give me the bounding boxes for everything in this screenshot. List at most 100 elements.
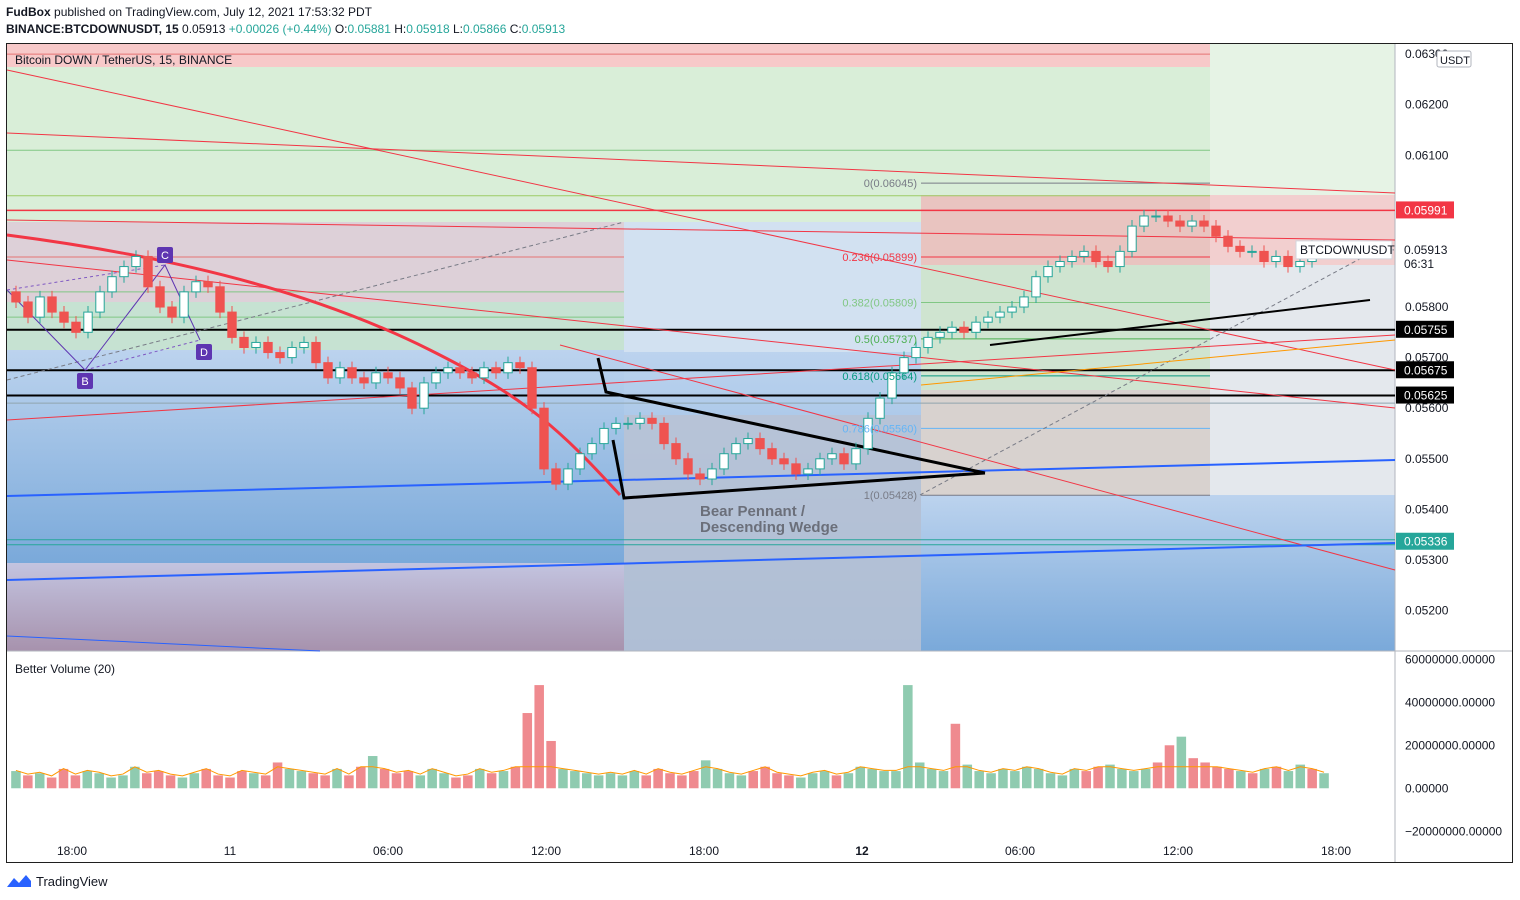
price-tick-label: 0.05500: [1405, 452, 1449, 466]
volume-bar: [879, 771, 889, 789]
high-value: 0.05918: [406, 22, 450, 36]
volume-bar: [807, 773, 818, 789]
candle-body: [251, 341, 261, 349]
volume-bar: [938, 771, 949, 789]
support-line: [6, 542, 1396, 581]
volume-bar: [1259, 768, 1270, 789]
volume-bar: [974, 771, 984, 789]
volume-bar: [843, 773, 854, 789]
candle-body: [203, 281, 213, 288]
candle-body: [299, 341, 309, 349]
candle-body: [119, 266, 129, 278]
pattern-annotation: Bear Pennant /: [700, 503, 806, 520]
price-tick-label: 0.05700: [1405, 351, 1449, 365]
candle-body: [575, 453, 585, 470]
harmonic-point-label: D: [200, 347, 208, 359]
zone-purple-left: [7, 563, 624, 651]
volume-bar: [629, 771, 640, 789]
price-axis[interactable]: 0.063000.062000.061000.060000.059000.058…: [1396, 47, 1472, 618]
time-tick-label: 18:00: [1321, 844, 1351, 858]
candle-body: [515, 362, 525, 369]
candle-body: [371, 372, 381, 384]
candle-body: [323, 362, 333, 379]
volume-bar: [284, 768, 295, 789]
candle-body: [1079, 250, 1089, 257]
candle-body: [347, 367, 357, 379]
candle-body: [551, 468, 561, 485]
price-label: 06:31: [1404, 257, 1434, 271]
candle-body: [539, 407, 549, 470]
currency-box: [1436, 50, 1472, 68]
volume-bar: [712, 768, 723, 789]
candle-body: [11, 291, 21, 303]
harmonic-point-label: C: [161, 250, 169, 262]
candle-body: [1067, 255, 1077, 263]
chart-frame: [6, 43, 1513, 863]
grid-lines: [7, 44, 1512, 862]
publisher-name[interactable]: FudBox: [6, 5, 51, 19]
candle-body: [767, 448, 777, 460]
tradingview-brand[interactable]: TradingView: [6, 873, 108, 889]
volume-bar: [677, 775, 687, 789]
candle-body: [995, 311, 1005, 318]
candle-body: [383, 372, 393, 379]
volume-bar: [1200, 762, 1210, 789]
volume-bar: [819, 771, 830, 789]
symbol-tag-box: [1295, 240, 1393, 260]
candle-body: [455, 367, 465, 374]
candle-body: [107, 276, 117, 293]
volume-bar: [1045, 773, 1056, 789]
candle-body: [1127, 225, 1137, 252]
candle-body: [791, 463, 801, 475]
candle-body: [935, 331, 945, 338]
price-change: +0.00026 (+0.44%): [228, 22, 332, 36]
volume-title: Better Volume (20): [15, 662, 115, 676]
candle-body: [563, 468, 573, 485]
time-axis[interactable]: 18:00 11 06:00 12:00 18:00 12 06:00 12:00 18:00: [57, 844, 1351, 858]
volume-bar: [427, 768, 437, 789]
candle-body: [35, 296, 45, 318]
candle-body: [431, 372, 441, 384]
candle-body: [719, 453, 729, 470]
candle-body: [755, 438, 765, 450]
price-label-box: [1396, 201, 1454, 219]
open-label: O:: [334, 22, 348, 36]
low-value: 0.05866: [463, 22, 507, 36]
candle-body: [611, 422, 621, 429]
volume-bar: [177, 777, 188, 789]
price-label-box: [1396, 255, 1454, 273]
volume-bar: [272, 762, 283, 789]
low-label: L:: [452, 22, 463, 36]
volume-bar: [1307, 768, 1317, 789]
candle-body: [83, 311, 93, 333]
candle-body: [95, 291, 105, 313]
volume-bar: [570, 771, 580, 789]
volume-bar: [296, 771, 307, 789]
candle-body: [887, 372, 897, 399]
volume-bar: [986, 773, 996, 789]
volume-bar: [1295, 764, 1306, 789]
zone-blue-right: [921, 495, 1395, 651]
harmonic-pattern-guides: [6, 264, 201, 371]
volume-bar: [1224, 768, 1234, 789]
volume-bar: [58, 768, 69, 789]
volume-bar: [914, 762, 925, 789]
volume-bar: [94, 773, 104, 789]
price-tick-label: 0.06100: [1405, 148, 1449, 162]
volume-bar: [463, 775, 473, 789]
trend-line: [6, 219, 1396, 241]
candle-body: [803, 468, 813, 475]
candle-body: [467, 372, 477, 379]
candle-body: [827, 453, 837, 460]
candle-body: [1187, 220, 1197, 227]
candle-body: [335, 367, 345, 379]
trend-line: [6, 334, 1396, 421]
volume-pane: Better Volume (20) 60000000.00000 40000000…: [11, 652, 1502, 838]
volume-bar: [320, 775, 330, 789]
candle-body: [59, 311, 69, 323]
candle-body: [707, 468, 717, 480]
volume-bar: [1081, 771, 1091, 789]
volume-bar: [367, 756, 378, 789]
zone-blue-left: [7, 350, 624, 563]
